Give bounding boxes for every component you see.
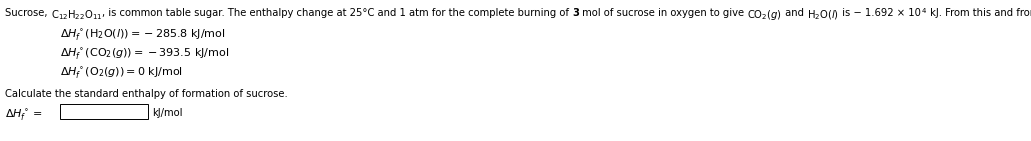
Text: $\Delta H_f^\circ(\mathrm{O_2}(g)) = 0\ \mathrm{kJ/mol}$: $\Delta H_f^\circ(\mathrm{O_2}(g)) = 0\ … xyxy=(60,66,184,81)
Text: $\Delta H_f^\circ =$: $\Delta H_f^\circ =$ xyxy=(5,108,42,123)
Text: $\mathrm{C_{12}H_{22}O_{11}}$: $\mathrm{C_{12}H_{22}O_{11}}$ xyxy=(51,8,102,22)
FancyBboxPatch shape xyxy=(60,104,148,119)
Text: Calculate the standard enthalpy of formation of sucrose.: Calculate the standard enthalpy of forma… xyxy=(5,89,288,99)
Text: mol of sucrose in oxygen to give: mol of sucrose in oxygen to give xyxy=(579,8,747,18)
Text: $\mathrm{CO_2}(g)$: $\mathrm{CO_2}(g)$ xyxy=(747,8,783,22)
Text: and: and xyxy=(783,8,807,18)
Text: $^4$: $^4$ xyxy=(922,8,928,18)
Text: $\Delta H_f^\circ(\mathrm{CO_2}(g)) = -393.5\ \mathrm{kJ/mol}$: $\Delta H_f^\circ(\mathrm{CO_2}(g)) = -3… xyxy=(60,47,229,62)
Text: 3: 3 xyxy=(572,8,579,18)
Text: , is common table sugar. The enthalpy change at 25°C and 1 atm for the complete : , is common table sugar. The enthalpy ch… xyxy=(102,8,572,18)
Text: kJ. From this and from data given below:: kJ. From this and from data given below: xyxy=(928,8,1031,18)
Text: $\mathrm{H_2O}(l)$: $\mathrm{H_2O}(l)$ xyxy=(807,8,839,22)
Text: $\Delta H_f^\circ(\mathrm{H_2O}(l)) = -285.8\ \mathrm{kJ/mol}$: $\Delta H_f^\circ(\mathrm{H_2O}(l)) = -2… xyxy=(60,28,226,43)
Text: is − 1.692 × 10: is − 1.692 × 10 xyxy=(839,8,922,18)
Text: Sucrose,: Sucrose, xyxy=(5,8,51,18)
Text: kJ/mol: kJ/mol xyxy=(152,108,182,118)
